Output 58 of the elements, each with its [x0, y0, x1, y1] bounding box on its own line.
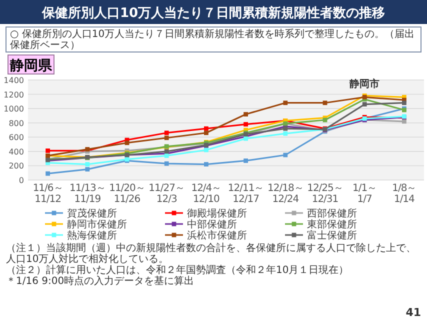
- legend-label: 御殿場保健所: [187, 208, 247, 220]
- text: 静岡県: [9, 58, 53, 74]
- chart-title: 保健所別人口10万人当たり７日間累積新規陽性者数の推移: [40, 5, 386, 21]
- point: [204, 162, 208, 166]
- y-tick-label: 200: [8, 162, 24, 171]
- x-tick-label: 12/4～12/10: [191, 183, 222, 205]
- y-tick-label: 0: [18, 176, 24, 185]
- x-tick-label: 11/13～11/19: [69, 183, 106, 205]
- point: [164, 130, 169, 136]
- text: （注２）計算に用いた人口は、令和２年国勢調査（令和２年10月１日現在）: [6, 264, 349, 276]
- point: [46, 171, 50, 176]
- legend-label: 浜松市保健所: [187, 230, 247, 242]
- point: [283, 131, 288, 136]
- point: [164, 161, 169, 166]
- x-tick-label: 11/27～12/3: [148, 183, 185, 205]
- legend-label: 富士保健所: [307, 230, 357, 242]
- point: [204, 126, 208, 131]
- point: [46, 148, 50, 153]
- text: （注１）当該期間（週）中の新規陽性者数の合計を、各保健所に属する人口で除した上で、人口10万人対比で相対化している。: [6, 242, 416, 265]
- point: [402, 119, 406, 124]
- y-tick-label: 1000: [4, 104, 24, 114]
- point: [244, 112, 248, 116]
- legend-label: 中部保健所: [187, 218, 237, 230]
- point: [85, 162, 90, 166]
- point: [164, 136, 169, 140]
- point: [362, 102, 367, 106]
- legend-label: 静岡市保健所: [67, 218, 127, 230]
- point: [204, 148, 208, 152]
- legend-label: 賀茂保健所: [67, 208, 117, 220]
- chart-subtitle: ○ 保健所別の人口10万人当たり７日間累積新規陽性者数を時系列で整理したもの。（届出保健所ベース）: [10, 28, 415, 51]
- annotation: 静岡市: [348, 78, 380, 90]
- y-tick-label: 400: [8, 147, 24, 156]
- point: [244, 122, 248, 126]
- text: 41: [406, 306, 421, 319]
- point: [244, 158, 248, 163]
- point: [402, 100, 406, 106]
- y-tick-label: 600: [8, 133, 24, 142]
- y-tick-label: 1200: [4, 90, 24, 100]
- point: [283, 100, 288, 106]
- point: [124, 140, 130, 146]
- point: [204, 130, 208, 136]
- x-tick-label: 12/18～12/24: [267, 183, 304, 205]
- point: [322, 100, 328, 106]
- y-tick-label: 1400: [4, 76, 24, 85]
- x-tick-label: 12/11～12/17: [228, 183, 264, 205]
- legend-label: 熱海保健所: [67, 230, 117, 242]
- point: [85, 167, 90, 172]
- point: [164, 154, 169, 158]
- legend-label: 西部保健所: [307, 208, 357, 220]
- x-tick-label: 11/6～11/12: [32, 183, 63, 205]
- x-tick-label: 1/1～1/7: [352, 183, 377, 205]
- x-tick-label: 12/25～12/31: [307, 183, 343, 205]
- x-tick-label: 1/8～1/14: [392, 183, 416, 205]
- point: [283, 152, 288, 158]
- text: ＊1/16 9:00時点の入力データを基に算出: [6, 275, 194, 287]
- legend-label: 東部保健所: [307, 218, 357, 230]
- x-tick-label: 11/20～11/26: [109, 183, 145, 205]
- y-tick-label: 800: [8, 118, 24, 128]
